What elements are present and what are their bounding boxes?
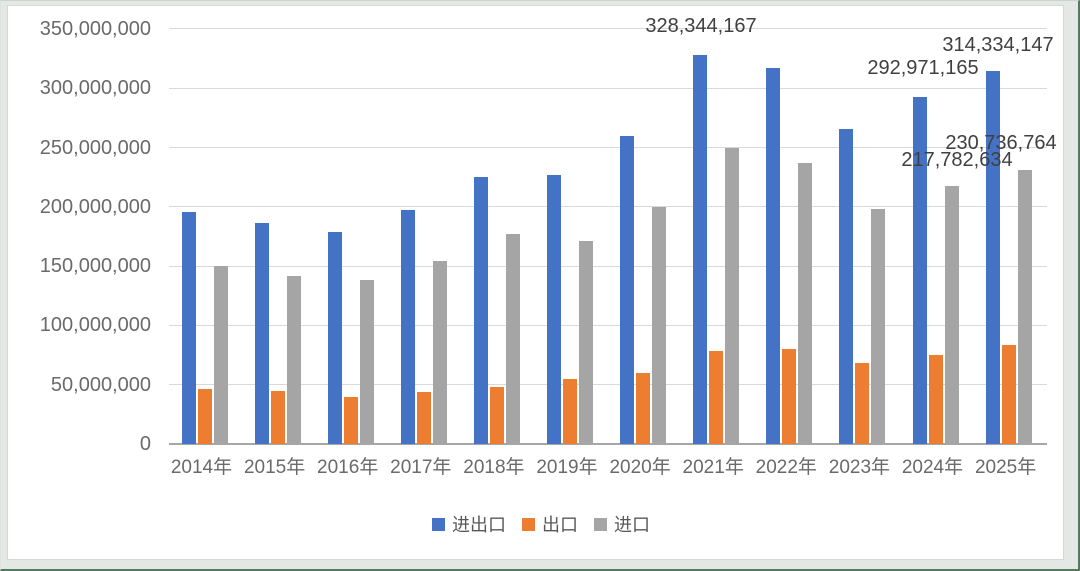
bar-total-trade-2017 (400, 209, 415, 444)
bar-import-2021 (725, 147, 740, 444)
bar-import-2019 (579, 240, 593, 444)
legend-item-import: 进口 (594, 511, 650, 537)
bar-export-2023 (855, 363, 870, 444)
legend-item-total-trade: 进出口 (432, 511, 506, 537)
bar-total-trade-2023 (839, 128, 854, 444)
gridline (169, 384, 1047, 386)
y-axis-tick: 150,000,000 (39, 255, 151, 278)
bar-import-2024 (944, 185, 959, 444)
bar-export-2022 (782, 349, 797, 444)
bar-export-2021 (709, 350, 724, 444)
x-axis-label: 2018年 (463, 457, 525, 478)
x-axis-label: 2025年 (974, 457, 1037, 478)
x-axis-label: 2014年 (170, 457, 233, 478)
bar-import-2016 (359, 279, 374, 444)
bar-total-trade-2021 (693, 54, 708, 444)
data-label: 292,971,165 (867, 57, 979, 79)
data-label: 217,782,634 (901, 149, 1013, 171)
bar-import-2025 (1017, 170, 1032, 444)
legend-swatch-icon (594, 517, 607, 531)
bar-export-2020 (636, 372, 651, 444)
bar-import-2014 (213, 266, 228, 444)
y-axis-tick: 200,000,000 (39, 195, 151, 218)
gridline (169, 324, 1047, 326)
legend-item-export: 出口 (522, 511, 578, 537)
y-axis-tick: 250,000,000 (39, 136, 151, 159)
x-axis-label: 2022年 (755, 457, 817, 478)
bar-total-trade-2018 (473, 177, 488, 444)
bar-total-trade-2025 (985, 71, 1000, 444)
gridline (169, 28, 1047, 30)
x-axis-label: 2021年 (682, 457, 744, 478)
bar-import-2020 (652, 207, 667, 444)
x-axis-label: 2019年 (536, 457, 598, 478)
legend-label: 进口 (614, 515, 650, 535)
x-axis-label: 2020年 (609, 457, 671, 478)
legend-swatch-icon (522, 517, 535, 531)
gridline (169, 206, 1047, 208)
y-axis-tick: 50,000,000 (50, 373, 151, 396)
bar-import-2015 (286, 276, 301, 444)
x-axis-label: 2023年 (828, 457, 891, 478)
bar-export-2018 (489, 387, 504, 444)
legend-swatch-icon (432, 517, 445, 531)
gridline (169, 147, 1047, 149)
bar-import-2022 (798, 162, 813, 444)
bar-total-trade-2020 (620, 136, 635, 444)
bar-import-2017 (432, 261, 447, 444)
x-axis-line (169, 443, 1047, 445)
x-axis-label: 2015年 (243, 457, 306, 478)
data-label: 328,344,167 (645, 15, 757, 37)
legend-label: 进出口 (452, 515, 506, 535)
bar-export-2019 (563, 378, 577, 444)
data-label: 230,736,764 (945, 132, 1057, 154)
chart-legend: 进出口 出口 进口 (1, 511, 1078, 537)
bar-export-2014 (197, 389, 212, 444)
x-axis-label: 2024年 (901, 457, 964, 478)
data-label: 314,334,147 (942, 34, 1054, 56)
gridline (169, 87, 1047, 89)
bar-export-2016 (343, 396, 358, 444)
bar-total-trade-2016 (327, 232, 342, 444)
bar-export-2025 (1001, 344, 1016, 444)
bar-total-trade-2024 (912, 96, 927, 444)
x-axis-label: 2017年 (390, 457, 452, 478)
bar-total-trade-2019 (547, 175, 561, 444)
bar-export-2015 (270, 390, 285, 444)
bar-export-2024 (928, 354, 943, 444)
bar-import-2018 (505, 234, 520, 444)
y-axis-tick: 0 (139, 433, 151, 455)
y-axis-tick: 300,000,000 (39, 77, 151, 100)
legend-label: 出口 (542, 515, 578, 535)
gridline (169, 265, 1047, 267)
bar-total-trade-2022 (766, 68, 781, 444)
x-axis-label: 2016年 (317, 457, 379, 478)
bar-total-trade-2015 (254, 222, 269, 444)
bar-export-2017 (416, 392, 431, 444)
y-axis-tick: 100,000,000 (39, 314, 151, 337)
bar-import-2023 (871, 209, 886, 444)
bar-total-trade-2014 (181, 211, 196, 444)
y-axis-tick: 350,000,000 (39, 17, 151, 40)
